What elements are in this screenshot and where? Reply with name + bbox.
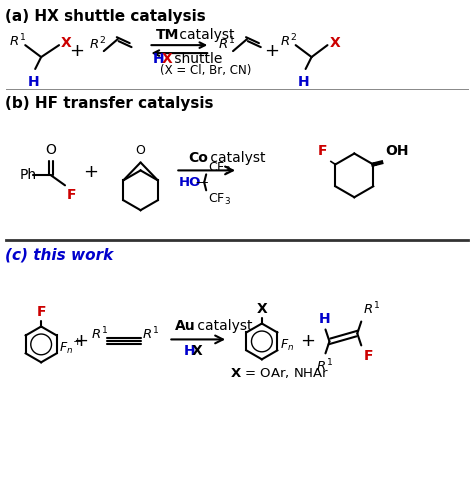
Text: $F_n$: $F_n$ — [280, 338, 294, 353]
Text: CF$_3$: CF$_3$ — [208, 161, 231, 176]
Text: —: — — [195, 176, 208, 189]
Text: $R^1$: $R^1$ — [218, 36, 235, 53]
Text: +: + — [73, 337, 82, 348]
Text: $R^1$: $R^1$ — [316, 357, 333, 374]
Text: shuttle: shuttle — [170, 52, 223, 66]
Text: +: + — [73, 333, 89, 350]
Text: X: X — [256, 302, 267, 316]
Text: X: X — [191, 344, 202, 358]
Text: F: F — [318, 145, 328, 159]
Text: H: H — [27, 75, 39, 89]
Text: X: X — [61, 36, 72, 50]
Text: X: X — [162, 52, 172, 66]
Text: catalyst: catalyst — [206, 151, 266, 165]
Text: F: F — [67, 188, 76, 202]
Text: $F_n$: $F_n$ — [59, 341, 73, 356]
Text: Au: Au — [175, 319, 196, 333]
Text: O: O — [46, 144, 56, 158]
Text: $R^1$: $R^1$ — [142, 326, 159, 343]
Text: OH: OH — [385, 145, 409, 159]
Text: HO: HO — [178, 176, 201, 189]
Text: H: H — [319, 311, 330, 325]
Text: $R^2$: $R^2$ — [89, 36, 106, 53]
Text: +: + — [70, 42, 84, 60]
Text: F: F — [36, 305, 46, 319]
Text: $R^2$: $R^2$ — [280, 33, 297, 50]
Text: +: + — [83, 163, 99, 181]
Text: H: H — [298, 75, 310, 89]
Text: H: H — [153, 52, 164, 66]
Text: (X = Cl, Br, CN): (X = Cl, Br, CN) — [161, 65, 252, 78]
Text: $\mathbf{X}$ = OAr, NHAr: $\mathbf{X}$ = OAr, NHAr — [230, 366, 329, 380]
Text: TM: TM — [155, 28, 179, 42]
Text: $R^1$: $R^1$ — [91, 326, 108, 343]
Text: $R^1$: $R^1$ — [9, 33, 27, 50]
Text: (b) HF transfer catalysis: (b) HF transfer catalysis — [5, 96, 214, 111]
Text: F: F — [363, 349, 373, 363]
Text: catalyst: catalyst — [175, 28, 235, 42]
Text: catalyst: catalyst — [193, 319, 253, 333]
Text: +: + — [264, 42, 279, 60]
Text: H: H — [183, 344, 195, 358]
Text: X: X — [329, 36, 340, 50]
Text: $R^1$: $R^1$ — [363, 301, 380, 318]
Text: CF$_3$: CF$_3$ — [208, 192, 231, 207]
Text: Co: Co — [188, 151, 208, 165]
Text: +: + — [300, 333, 315, 350]
Text: Ph: Ph — [19, 168, 36, 182]
Text: (a) HX shuttle catalysis: (a) HX shuttle catalysis — [5, 9, 206, 25]
Text: (c) this work: (c) this work — [5, 248, 114, 263]
Text: O: O — [136, 145, 146, 158]
